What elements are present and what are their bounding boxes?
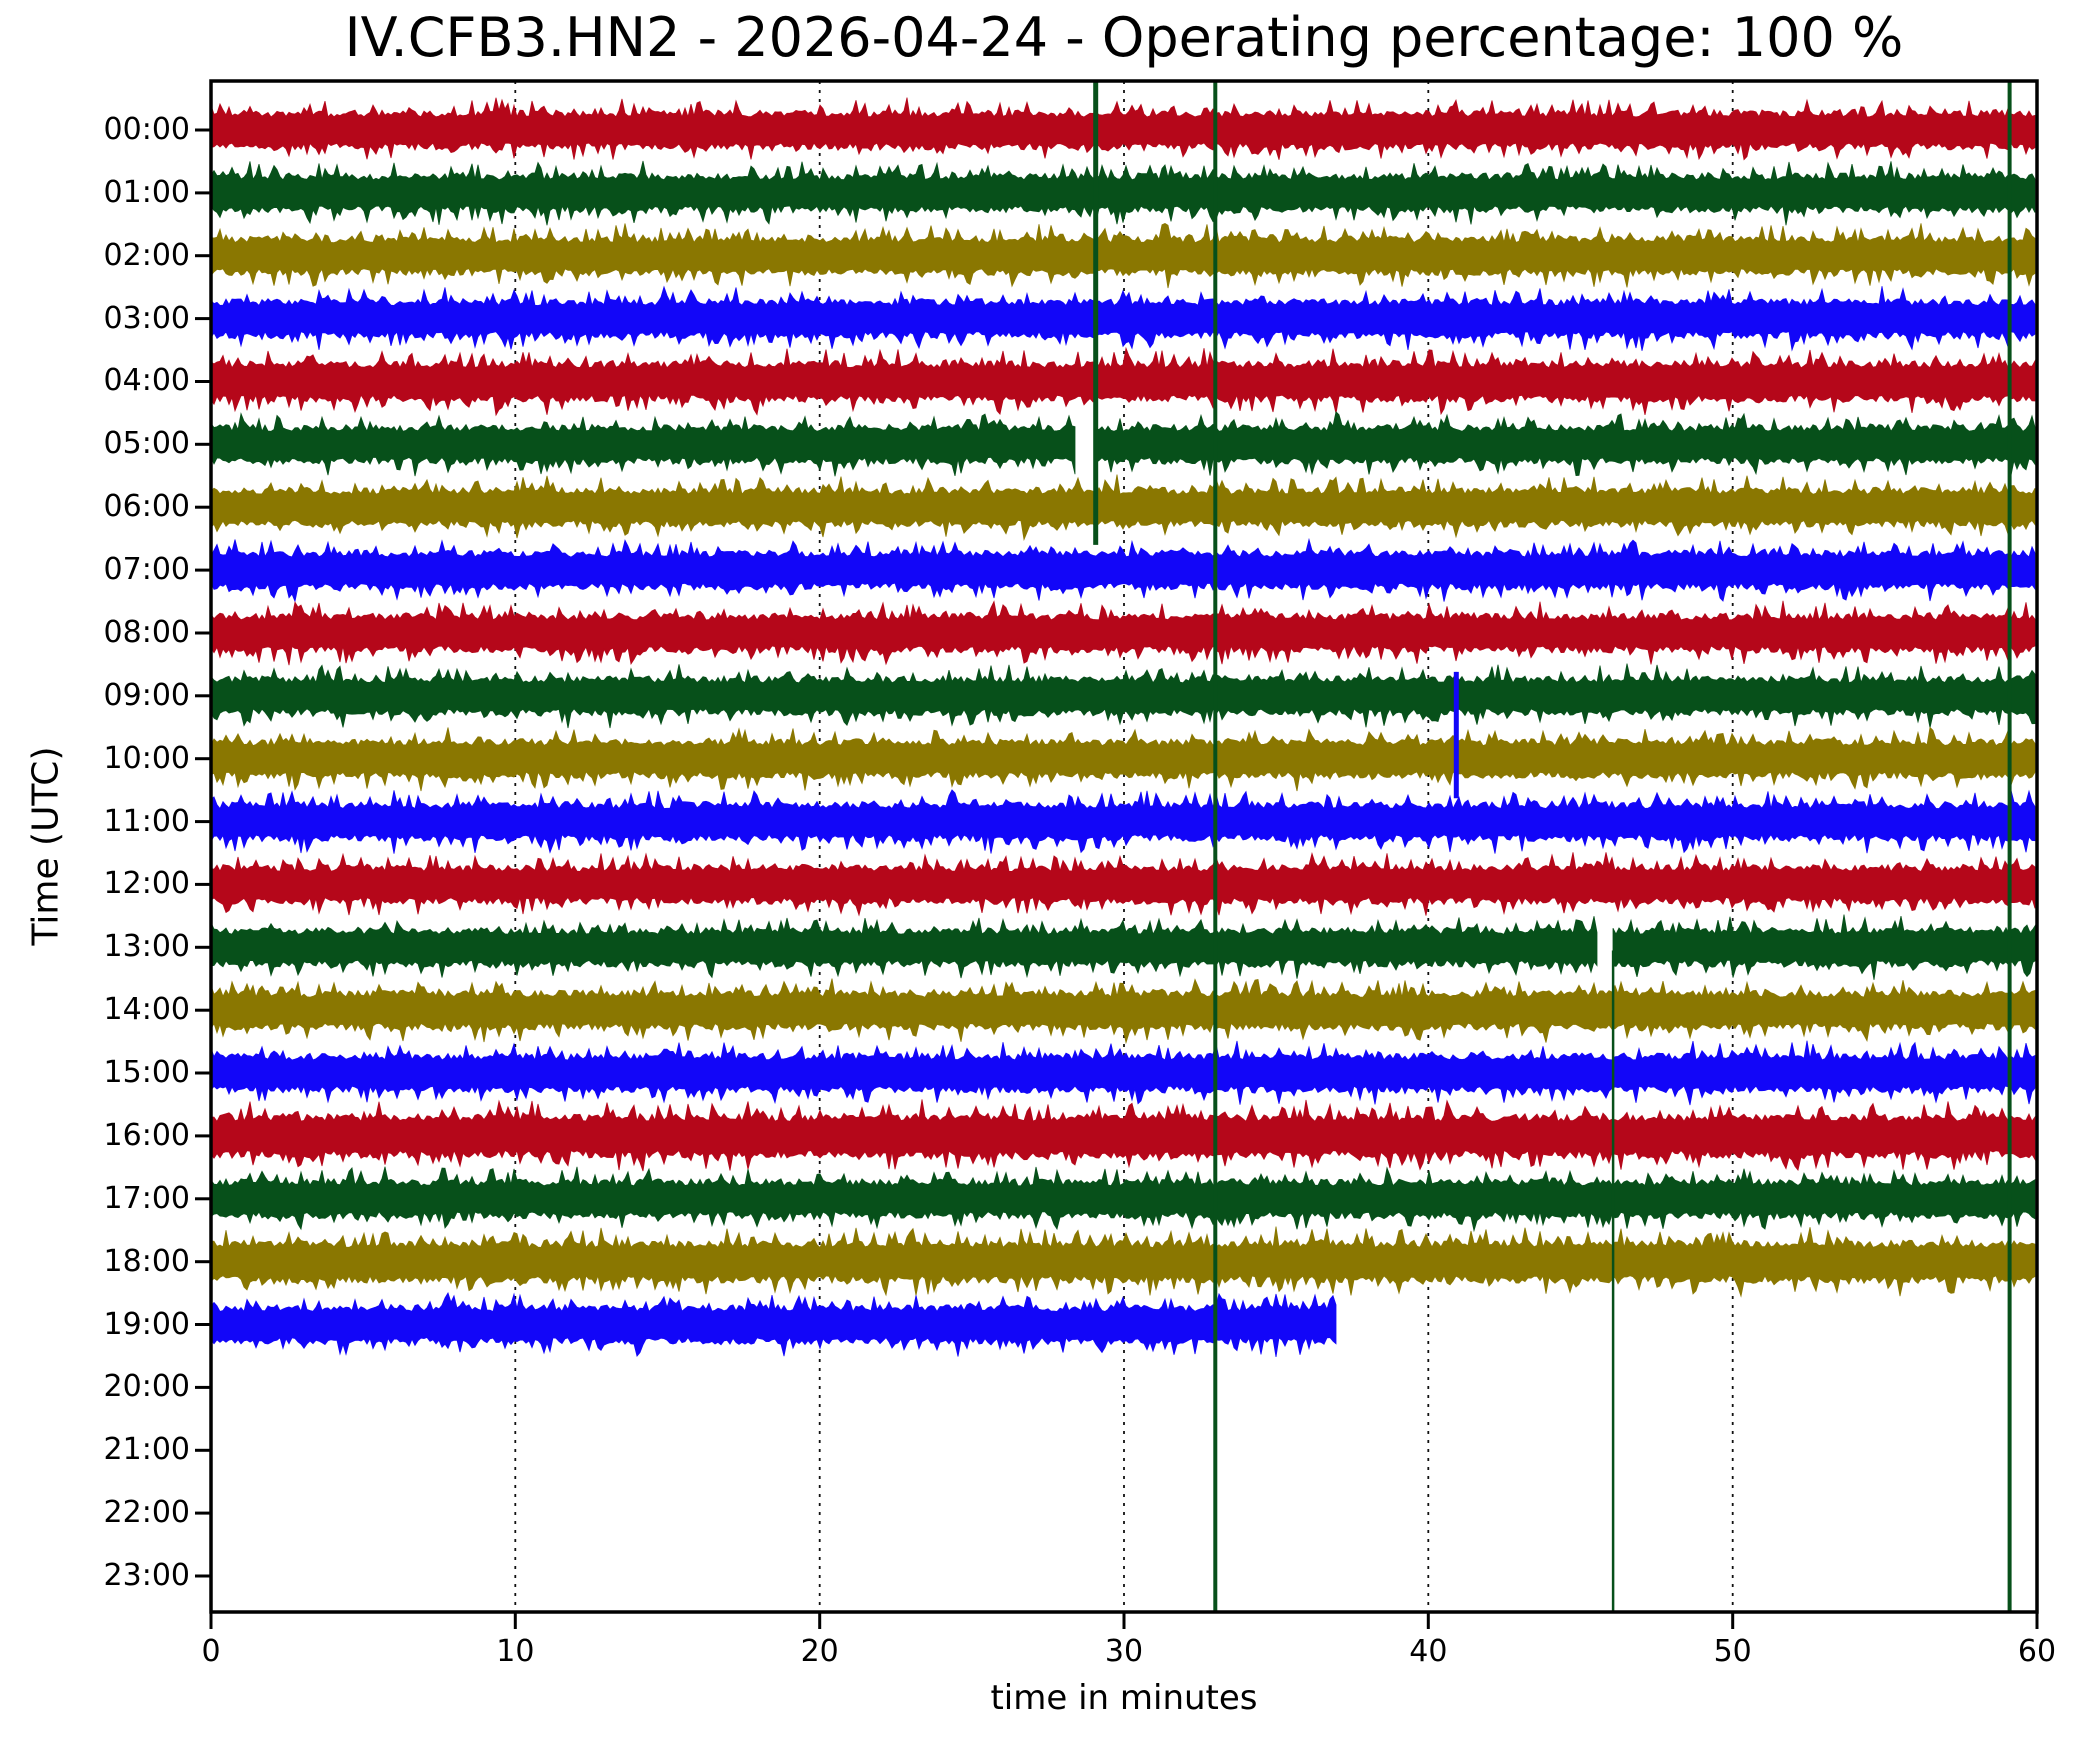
y-tick-label-0200: 02:00 xyxy=(103,237,190,273)
y-tick-label-1400: 14:00 xyxy=(103,992,190,1028)
trace-row-0700-segment xyxy=(210,537,2036,603)
x-tick-label-20: 20 xyxy=(800,1634,839,1669)
y-tick-label-0400: 04:00 xyxy=(103,363,190,399)
y-tick-label-1700: 17:00 xyxy=(103,1180,190,1216)
trace-row-0500-segment xyxy=(1095,411,2036,477)
trace-row-0600-segment xyxy=(210,474,2036,541)
y-tick-label-1000: 10:00 xyxy=(103,740,190,776)
x-axis-label: time in minutes xyxy=(990,1678,1258,1718)
y-tick-label-2300: 23:00 xyxy=(103,1558,190,1593)
trace-row-0300-segment xyxy=(210,285,2036,352)
axes-frame-group xyxy=(195,79,2039,1629)
y-tick-label-0500: 05:00 xyxy=(103,426,190,462)
y-tick-label-0600: 06:00 xyxy=(103,489,190,525)
x-tick-label-30: 30 xyxy=(1104,1634,1144,1669)
event-lines-group xyxy=(1093,81,2012,1612)
trace-row-1000-segment xyxy=(210,726,2036,792)
y-tick-label-1600: 16:00 xyxy=(103,1117,190,1153)
y-tick-label-0900: 09:00 xyxy=(103,677,190,713)
plot-title: IV.CFB3.HN2 - 2026-04-24 - Operating per… xyxy=(344,6,1904,69)
x-tick-label-40: 40 xyxy=(1409,1634,1448,1669)
trace-row-1300-segment xyxy=(210,916,1598,979)
trace-row-1800-segment xyxy=(210,1226,2036,1298)
trace-row-1700-segment xyxy=(210,1166,2036,1233)
y-tick-label-2000: 20:00 xyxy=(103,1369,190,1405)
y-tick-label-0000: 00:00 xyxy=(103,112,190,147)
trace-row-0000-segment xyxy=(210,97,2036,161)
trace-row-1400-segment xyxy=(210,978,2036,1045)
trace-row-1900-segment xyxy=(210,1292,1337,1357)
trace-row-1500-segment xyxy=(210,1040,2036,1106)
y-tick-label-1200: 12:00 xyxy=(103,866,190,902)
y-tick-label-2200: 22:00 xyxy=(103,1495,190,1531)
y-tick-label-1800: 18:00 xyxy=(103,1243,190,1279)
y-tick-label-0700: 07:00 xyxy=(103,552,190,588)
y-tick-label-1500: 15:00 xyxy=(103,1055,190,1091)
y-axis-label: Time (UTC) xyxy=(25,746,67,946)
x-tick-label-50: 50 xyxy=(1713,1634,1752,1669)
trace-row-0100-segment xyxy=(210,160,2036,226)
y-tick-label-0800: 08:00 xyxy=(103,614,190,650)
y-tick-label-1900: 19:00 xyxy=(103,1306,190,1342)
y-tick-label-1300: 13:00 xyxy=(103,929,190,965)
x-tick-label-60: 60 xyxy=(2017,1634,2057,1669)
trace-rows-group xyxy=(210,97,2037,1357)
x-tick-label-10: 10 xyxy=(496,1634,535,1669)
trace-row-0900-segment xyxy=(210,663,2036,729)
y-tick-label-0100: 01:00 xyxy=(103,174,190,210)
y-tick-label-2100: 21:00 xyxy=(103,1432,190,1468)
trace-row-0800-segment xyxy=(210,600,2036,666)
trace-row-0500-segment xyxy=(210,412,1076,477)
trace-row-0200-segment xyxy=(210,223,2036,289)
trace-row-0400-segment xyxy=(210,346,2036,417)
trace-row-1300-segment xyxy=(1612,914,2037,980)
y-tick-label-1100: 11:00 xyxy=(103,803,190,839)
y-tick-label-0300: 03:00 xyxy=(103,300,190,336)
trace-row-1100-segment xyxy=(210,789,2036,854)
trace-row-1200-segment xyxy=(210,851,2036,917)
trace-row-1600-segment xyxy=(210,1099,2036,1172)
x-tick-label-0: 0 xyxy=(201,1634,221,1669)
